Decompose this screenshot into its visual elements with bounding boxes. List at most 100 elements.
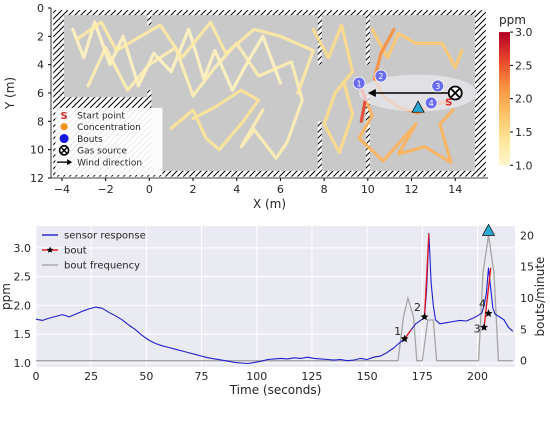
legend-label: Gas source (77, 147, 127, 157)
trajectory-segment (86, 41, 304, 160)
x-tick-label: 25 (84, 370, 98, 383)
legend-symbol-bouts (59, 134, 69, 144)
y2-tick-label: 20 (520, 229, 534, 242)
x-axis-label: X (m) (253, 197, 286, 211)
trajectory-segment (357, 81, 455, 164)
colorbar-tick-label: 2.0 (515, 93, 533, 106)
bout-number-label: 1 (394, 325, 401, 338)
colorbar-tick-label: 3.0 (515, 26, 533, 39)
trajectory-segment (311, 23, 355, 155)
start-point-marker: S (445, 98, 452, 109)
y-tick-label: 0 (37, 2, 44, 15)
x-tick-label: 75 (195, 370, 209, 383)
bout-segment (404, 329, 412, 340)
wind-arrowhead (367, 89, 376, 97)
y2-tick-label: 5 (520, 323, 527, 336)
bout-marker (374, 69, 388, 83)
trajectory-segment (71, 20, 282, 92)
bout-segment (483, 267, 492, 328)
y-tick-label: 12 (30, 172, 44, 185)
x-tick-label: 125 (301, 370, 322, 383)
bout-segment (423, 233, 430, 317)
x-tick-label: 10 (361, 183, 375, 196)
y-tick-label: 2 (37, 30, 44, 43)
sensor-response-line (35, 232, 514, 365)
legend-label: Start point (77, 111, 125, 121)
x-tick-label: 150 (357, 370, 378, 383)
colorbar-label: ppm (499, 13, 526, 27)
x-tick-label: 0 (146, 183, 153, 196)
colorbar-tick-label: 1.5 (515, 126, 533, 139)
legend-star (46, 246, 54, 253)
bout-marker (352, 76, 366, 90)
plot-area (36, 226, 515, 367)
x-tick-label: 6 (277, 183, 284, 196)
bout-marker (424, 96, 438, 110)
y-tick-label: 10 (30, 144, 44, 157)
legend-symbol-concentration (60, 123, 68, 131)
triangle-annotation (481, 223, 496, 236)
gas-source-cross (450, 88, 460, 98)
time-series-legend: sensor response bout bout frequency (42, 231, 146, 272)
x-tick-label: 4 (233, 183, 240, 196)
bout-number-label: 3 (474, 322, 481, 335)
x-tick-label: 12 (405, 183, 419, 196)
legend-label: Wind direction (77, 158, 142, 168)
doorway (316, 64, 323, 122)
y-axis-label: ppm (0, 283, 13, 310)
bout-star (484, 309, 493, 317)
bout-star (400, 334, 409, 343)
x-tick-label: 0 (33, 370, 40, 383)
legend-box (55, 107, 163, 176)
map-legend: S Start point Concentration Bouts Gas source… (55, 107, 163, 176)
colorbar-tick-label: 2.5 (515, 59, 533, 72)
legend-label: sensor response (64, 231, 146, 242)
x-tick-label: 14 (448, 183, 462, 196)
time-series-axes: 0 25 50 75 100 125 150 175 200 1.0 1.5 2.0 2.5 3.0 0 5 1… (0, 229, 547, 397)
y2-tick-label: 10 (520, 292, 534, 305)
x-tick-label: 50 (139, 370, 153, 383)
y-tick-label: 6 (37, 87, 44, 100)
legend-label: bout frequency (64, 261, 140, 272)
x-tick-label: −2 (98, 183, 114, 196)
x-tick-label: 200 (467, 370, 488, 383)
map-markers: 1 2 34 S (352, 69, 478, 113)
y-axis-label: Y (m) (3, 77, 17, 110)
doorway (146, 25, 153, 91)
bout-number-label: 4 (479, 297, 486, 310)
y2-tick-label: 0 (520, 355, 527, 368)
y-tick-label: 1.0 (14, 357, 32, 370)
doorway (364, 64, 371, 96)
x-tick-label: 8 (321, 183, 328, 196)
y-tick-label: 1.5 (14, 328, 32, 341)
triangle-marker (411, 100, 425, 113)
trajectory-segment (370, 27, 464, 70)
y-tick-label: 4 (37, 59, 44, 72)
bout-star (420, 312, 429, 321)
bout-marker-label: 2 (378, 72, 383, 81)
legend-label: Bouts (77, 135, 103, 145)
y-tick-label: 8 (37, 115, 44, 128)
colorbar-tick-label: 1.0 (515, 159, 533, 172)
legend-symbol-gas-source-cross (60, 146, 68, 154)
y-tick-label: 2.0 (14, 299, 32, 312)
x-tick-label: −4 (54, 183, 70, 196)
bout-number-label: 2 (414, 301, 421, 314)
bout-marker-label: 4 (429, 99, 434, 108)
legend-symbol-start: S (61, 111, 68, 122)
bout-marker-label: 1 (357, 79, 362, 88)
plot-background (35, 226, 515, 367)
y2-tick-label: 15 (520, 261, 534, 274)
colorbar-gradient (499, 32, 510, 166)
bout-frequency-line (36, 235, 513, 362)
bout-marker (431, 79, 445, 93)
y-tick-label: 2.5 (14, 271, 32, 284)
bout-star (480, 323, 489, 331)
legend-symbol-wind-head (67, 159, 73, 166)
trajectory-segment (75, 20, 315, 95)
trajectory-segment (169, 88, 261, 152)
